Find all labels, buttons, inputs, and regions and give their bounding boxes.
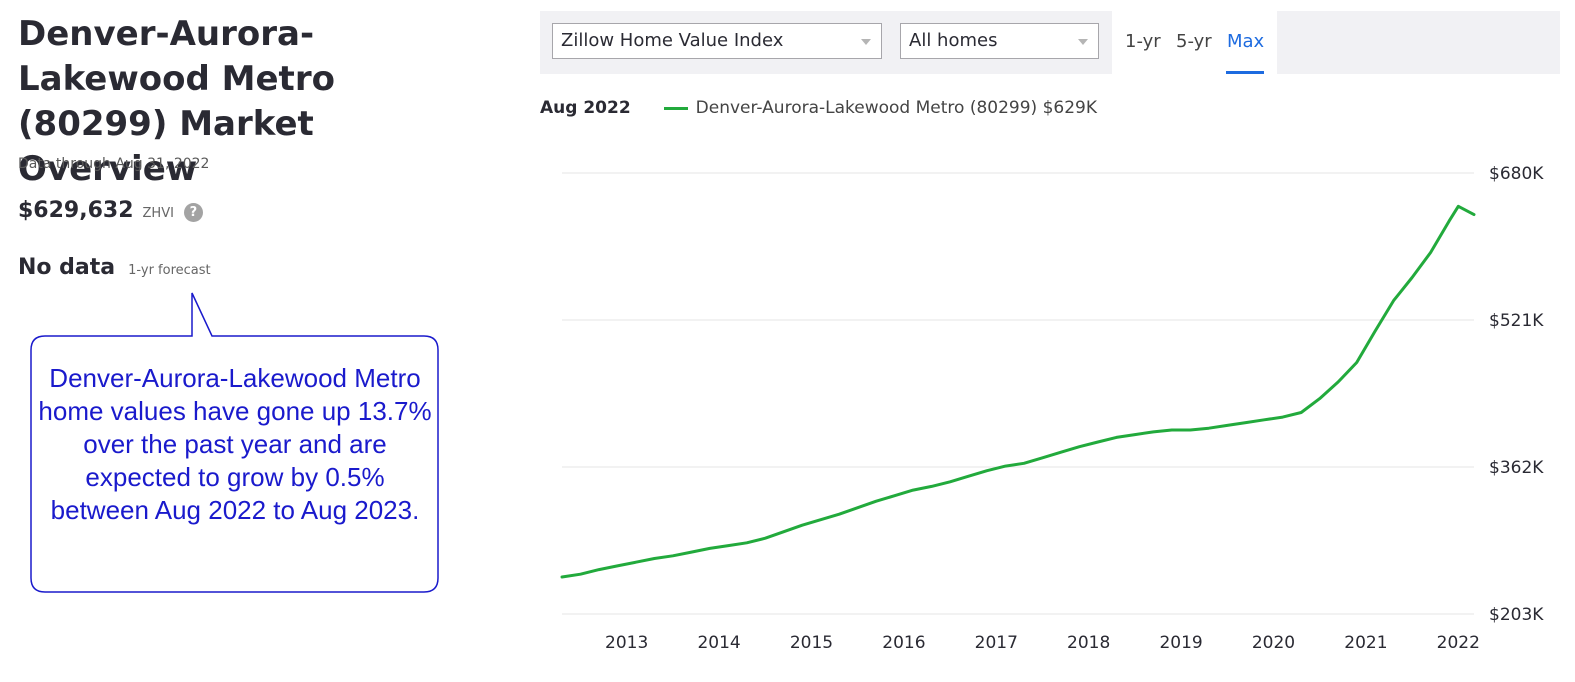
tab-1-yr[interactable]: 1-yr <box>1125 31 1161 52</box>
zhvi-label: ZHVI <box>142 206 174 221</box>
legend-series-label: Denver-Aurora-Lakewood Metro (80299) $62… <box>695 98 1097 118</box>
chart-toolbar: Zillow Home Value Index All homes 1-yr 5… <box>540 11 1560 74</box>
chevron-down-icon <box>861 39 871 45</box>
tab-5-yr[interactable]: 5-yr <box>1176 31 1212 52</box>
callout-bubble <box>30 292 439 593</box>
home-type-select[interactable]: All homes <box>900 23 1099 59</box>
metric-select[interactable]: Zillow Home Value Index <box>552 23 882 59</box>
forecast-row: No data 1-yr forecast <box>18 255 211 280</box>
callout-text: Denver-Aurora-Lakewood Metro home values… <box>38 363 432 525</box>
chart-legend: Aug 2022 Denver-Aurora-Lakewood Metro (8… <box>540 95 1097 121</box>
home-type-select-value: All homes <box>909 30 998 51</box>
forecast-label: 1-yr forecast <box>128 263 211 278</box>
chevron-down-icon <box>1078 39 1088 45</box>
forecast-value: No data <box>18 255 116 280</box>
help-icon[interactable]: ? <box>183 203 203 222</box>
data-through-date: Data through Aug 31, 2022 <box>18 156 210 172</box>
overview-panel: Denver-Aurora-Lakewood Metro (80299) Mar… <box>0 0 520 682</box>
y-tick-label: $203K <box>1489 605 1544 625</box>
metric-select-value: Zillow Home Value Index <box>561 30 784 51</box>
page-title: Denver-Aurora-Lakewood Metro (80299) Mar… <box>18 14 335 189</box>
range-tabs <box>1112 11 1277 74</box>
x-tick-label: 2014 <box>697 633 740 653</box>
x-tick-label: 2016 <box>882 633 925 653</box>
tab-max[interactable]: Max <box>1227 31 1265 52</box>
x-tick-label: 2013 <box>605 633 648 653</box>
x-tick-label: 2021 <box>1344 633 1387 653</box>
x-tick-label: 2019 <box>1159 633 1202 653</box>
series-line <box>560 204 1476 579</box>
y-tick-label: $521K <box>1489 311 1544 331</box>
y-tick-label: $680K <box>1489 164 1544 184</box>
zhvi-row: $629,632 ZHVI ? <box>18 198 203 230</box>
zhvi-value: $629,632 <box>18 198 134 223</box>
x-tick-label: 2017 <box>975 633 1018 653</box>
y-tick-label: $362K <box>1489 458 1544 478</box>
x-tick-label: 2018 <box>1067 633 1110 653</box>
x-tick-label: 2022 <box>1437 633 1480 653</box>
x-tick-label: 2020 <box>1252 633 1295 653</box>
active-tab-underline <box>1226 71 1264 74</box>
legend-swatch <box>663 106 688 110</box>
x-tick-label: 2015 <box>790 633 833 653</box>
legend-date: Aug 2022 <box>540 98 631 118</box>
callout-bubble-outline <box>30 292 439 593</box>
